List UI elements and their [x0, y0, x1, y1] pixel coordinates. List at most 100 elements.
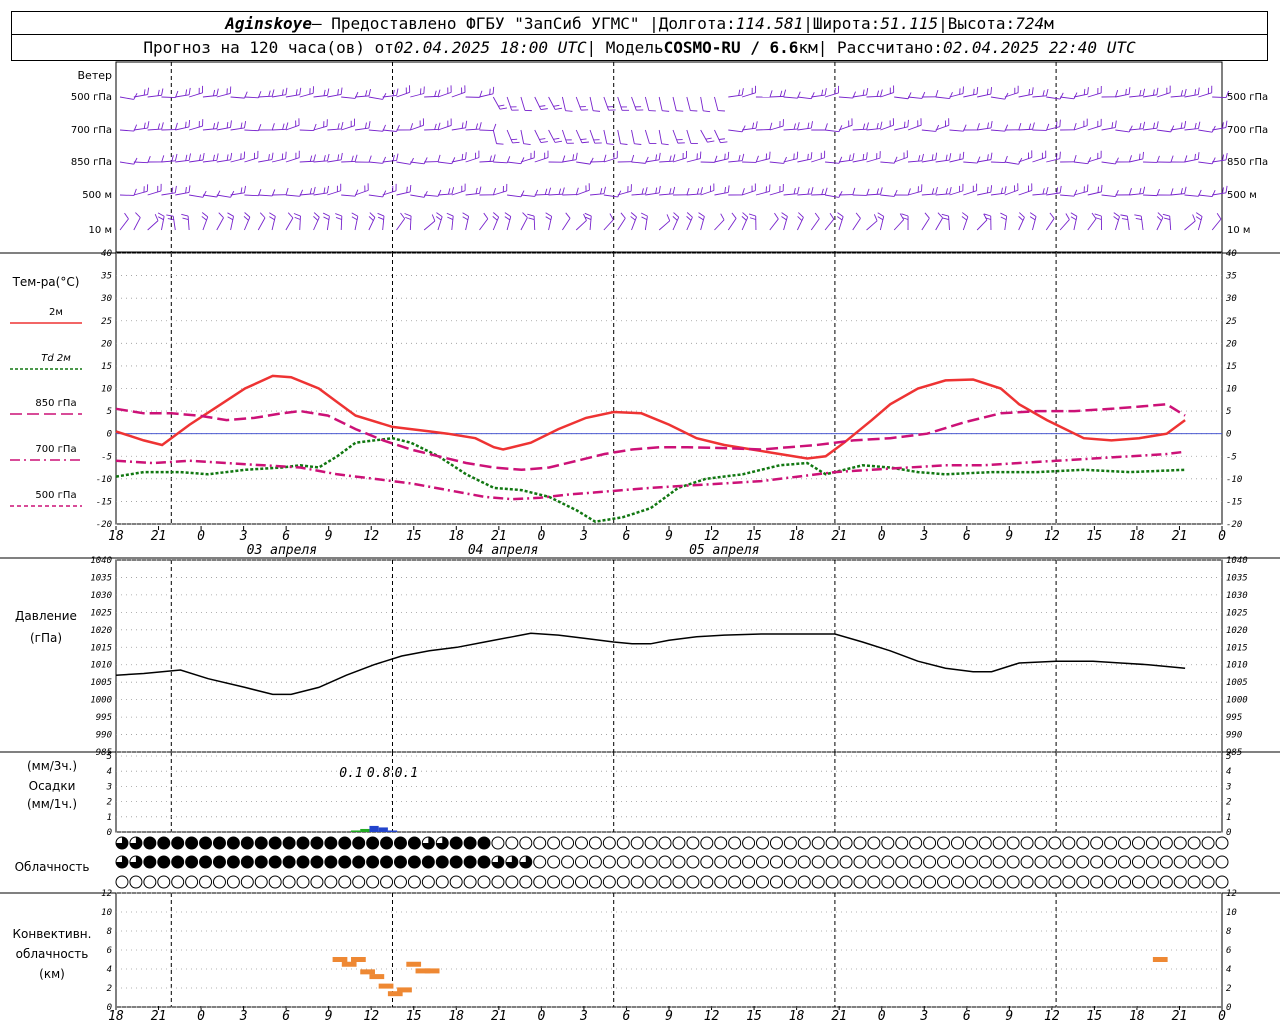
- wind-barb: [520, 194, 535, 197]
- cloud-symbol: [561, 836, 575, 850]
- cloud-symbol: [853, 855, 867, 869]
- wind-barb-feather: [921, 153, 924, 161]
- wind-barb-feather: [406, 186, 408, 193]
- cloud-symbol: [1145, 875, 1159, 889]
- wind-barb: [271, 216, 276, 231]
- cloud-symbol: [797, 855, 811, 869]
- y-tick-label-right: -5: [1226, 452, 1237, 462]
- cloud-symbol: [157, 855, 171, 869]
- wind-barb: [1129, 193, 1144, 196]
- wind-barb-feather: [1095, 217, 1102, 220]
- cloud-symbol: [143, 855, 157, 869]
- wind-barb: [133, 161, 148, 164]
- wind-barb-feather: [645, 187, 648, 195]
- cloud-symbol: [950, 855, 964, 869]
- wind-barb-feather: [423, 190, 428, 198]
- cloud-symbol: [129, 875, 143, 889]
- wind-barb: [990, 129, 1005, 132]
- wind-barb-feather: [931, 188, 935, 195]
- precip-3h-label: 0.1: [395, 766, 418, 781]
- cloud-symbol: [937, 836, 951, 850]
- cloud-symbol: [380, 875, 394, 889]
- wind-barb-feather: [676, 110, 684, 112]
- wind-barb-feather: [686, 187, 690, 195]
- wind-barb: [714, 158, 729, 163]
- conv-x-tick-label: 18: [108, 1009, 124, 1024]
- cloud-symbol: [366, 855, 380, 869]
- wind-barb-feather: [1197, 87, 1200, 95]
- wind-barb: [533, 215, 536, 231]
- separator: |: [938, 13, 948, 33]
- wind-barb-feather: [1100, 184, 1103, 192]
- cloud-symbol: [714, 875, 728, 889]
- cloud-symbol: [505, 875, 519, 889]
- convective-panel: 12 12 10 10 8 8 6 6 4 4 2 2 0 0: [101, 889, 1237, 1013]
- conv-x-tick-label: 21: [831, 1009, 847, 1024]
- wind-barb: [783, 216, 788, 231]
- y-tick-label-right: 1010: [1226, 661, 1248, 671]
- wind-barb: [493, 161, 508, 164]
- wind-barb: [1184, 158, 1199, 163]
- wind-barb: [990, 161, 1005, 163]
- wind-barb-feather: [337, 89, 339, 96]
- wind-barb: [824, 218, 835, 231]
- wind-barb: [119, 129, 134, 132]
- wind-barb-feather: [641, 216, 648, 221]
- conv-x-tick-label: 12: [704, 1009, 720, 1024]
- wind-barb-feather: [707, 140, 715, 143]
- wind-barb: [644, 216, 648, 231]
- wind-title: Ветер: [78, 69, 112, 82]
- wind-barb-feather: [1211, 125, 1216, 133]
- wind-barb: [244, 96, 259, 99]
- wind-barb-feather: [724, 153, 726, 160]
- cloud-symbol: [853, 836, 867, 850]
- wind-barb-feather: [807, 122, 810, 129]
- wind-barb-feather: [323, 155, 326, 162]
- y-tick-label: 2: [107, 984, 112, 994]
- conv-x-tick-label: 0: [1218, 1009, 1226, 1024]
- wind-barb-feather: [880, 187, 883, 195]
- wind-barb-feather: [793, 123, 796, 130]
- cloud-symbol: [324, 875, 338, 889]
- conv-x-tick-label: 0: [537, 1009, 545, 1024]
- wind-barb: [797, 158, 812, 163]
- wind-barb-feather: [434, 123, 437, 130]
- wind-barb-feather: [829, 212, 835, 220]
- wind-barb-feather: [555, 107, 563, 110]
- y-tick-label-right: 25: [1226, 317, 1237, 327]
- wind-barb-feather: [617, 190, 622, 198]
- wind-barb-feather: [1056, 187, 1059, 194]
- wind-barb-feather: [1139, 89, 1142, 97]
- cloud-symbol: [728, 875, 742, 889]
- wind-barb: [783, 193, 798, 196]
- wind-barb-feather: [295, 89, 298, 96]
- wind-barb-feather: [462, 216, 469, 221]
- wind-barb: [313, 94, 328, 98]
- wind-barb-feather: [945, 188, 948, 195]
- wind-barb: [561, 129, 568, 144]
- cloud-symbol: [1145, 855, 1159, 869]
- cloud-symbol: [477, 836, 491, 850]
- wind-barb: [700, 129, 708, 143]
- model-unit: км: [798, 38, 818, 57]
- wind-barb-feather: [1032, 122, 1035, 130]
- cloud-symbol: [407, 875, 421, 889]
- cloud-symbol: [435, 875, 449, 889]
- wind-barb-feather: [553, 137, 560, 140]
- y-tick-label: 20: [101, 339, 112, 349]
- temp-series-3: [115, 450, 1186, 501]
- cloud-symbol: [1173, 836, 1187, 850]
- provider: – Предоставлено ФГБУ "ЗапСиб УГМС" |: [311, 13, 659, 33]
- wind-barb-feather: [645, 156, 649, 164]
- wind-barb: [1004, 216, 1008, 231]
- wind-barb-feather: [465, 120, 468, 128]
- cloud-symbol: [324, 855, 338, 869]
- wind-barb-feather: [188, 153, 191, 161]
- wind-barb: [285, 157, 300, 163]
- cloud-symbol: [825, 875, 839, 889]
- wind-barb: [949, 129, 964, 132]
- wind-barb-feather: [461, 153, 464, 160]
- wind-barb-feather: [580, 138, 587, 141]
- wind-barb-feather: [147, 87, 150, 95]
- wind-barb-feather: [686, 212, 693, 218]
